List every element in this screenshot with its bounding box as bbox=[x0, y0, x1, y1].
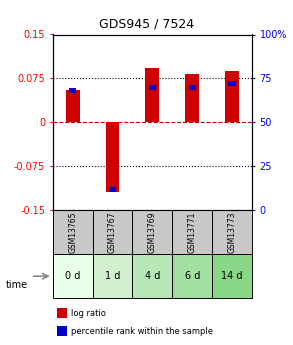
Bar bbox=[105, 122, 120, 191]
Text: percentile rank within the sample: percentile rank within the sample bbox=[71, 327, 213, 336]
Text: 14 d: 14 d bbox=[221, 271, 243, 281]
FancyBboxPatch shape bbox=[53, 254, 93, 298]
Bar bbox=[185, 74, 199, 122]
Bar bbox=[189, 85, 196, 90]
Bar bbox=[149, 85, 156, 90]
FancyBboxPatch shape bbox=[132, 254, 172, 298]
Bar bbox=[109, 187, 116, 191]
Text: 4 d: 4 d bbox=[145, 271, 160, 281]
Text: GSM13769: GSM13769 bbox=[148, 211, 157, 253]
Text: 6 d: 6 d bbox=[185, 271, 200, 281]
Bar bbox=[66, 90, 80, 122]
FancyBboxPatch shape bbox=[172, 254, 212, 298]
Text: log ratio: log ratio bbox=[71, 309, 105, 318]
Bar bbox=[69, 88, 76, 93]
FancyBboxPatch shape bbox=[53, 210, 93, 254]
FancyBboxPatch shape bbox=[93, 210, 132, 254]
Text: 1 d: 1 d bbox=[105, 271, 120, 281]
Bar bbox=[145, 68, 159, 122]
Text: GDS945 / 7524: GDS945 / 7524 bbox=[99, 18, 194, 31]
Text: GSM13765: GSM13765 bbox=[68, 211, 77, 253]
FancyBboxPatch shape bbox=[93, 254, 132, 298]
Text: GSM13773: GSM13773 bbox=[228, 211, 236, 253]
FancyBboxPatch shape bbox=[172, 210, 212, 254]
Bar bbox=[57, 308, 67, 318]
Text: time: time bbox=[6, 280, 28, 289]
Bar bbox=[229, 81, 236, 86]
FancyBboxPatch shape bbox=[132, 210, 172, 254]
Bar bbox=[57, 326, 67, 336]
FancyBboxPatch shape bbox=[212, 210, 252, 254]
Text: GSM13771: GSM13771 bbox=[188, 211, 197, 253]
Bar bbox=[225, 71, 239, 122]
Text: GSM13767: GSM13767 bbox=[108, 211, 117, 253]
Text: 0 d: 0 d bbox=[65, 271, 80, 281]
FancyBboxPatch shape bbox=[212, 254, 252, 298]
